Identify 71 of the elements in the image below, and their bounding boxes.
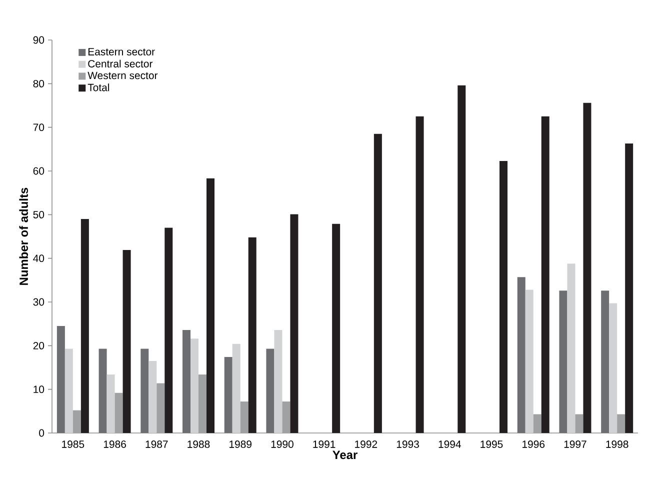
bar — [148, 360, 157, 433]
x-tick-label: 1996 — [522, 440, 545, 448]
bar — [541, 116, 550, 433]
y-tick-label: 40 — [33, 254, 44, 262]
bar — [617, 414, 626, 433]
bar — [559, 290, 568, 433]
y-tick-label: 30 — [33, 298, 44, 306]
y-tick-label: 80 — [33, 80, 44, 88]
bar — [625, 143, 634, 433]
bar — [517, 277, 526, 433]
x-tick-label: 1989 — [230, 440, 252, 448]
x-tick-label: 1997 — [564, 440, 586, 448]
bar — [266, 348, 274, 433]
bar — [533, 414, 542, 433]
bar — [282, 402, 290, 433]
y-tick-label: 10 — [34, 386, 44, 394]
bar — [500, 160, 508, 433]
x-tick-label: 1995 — [480, 440, 503, 448]
bar — [601, 290, 610, 433]
bar — [80, 219, 89, 433]
x-tick-label: 1986 — [104, 440, 126, 448]
bar — [374, 134, 382, 433]
y-tick-label: 20 — [33, 342, 44, 350]
bar — [458, 85, 466, 433]
bar — [156, 383, 165, 433]
legend-label: Central sector — [88, 60, 153, 68]
bar — [140, 348, 149, 433]
y-tick-label: 90 — [33, 36, 44, 44]
bar — [72, 410, 81, 433]
bar — [332, 224, 340, 433]
bar — [114, 392, 123, 433]
bar — [525, 290, 534, 433]
bar — [416, 116, 424, 433]
y-tick-label: 0 — [39, 429, 44, 437]
bar — [122, 250, 131, 433]
bar — [190, 338, 198, 433]
bar — [575, 414, 584, 433]
bar — [206, 178, 214, 433]
bar — [232, 344, 240, 433]
bar — [274, 330, 282, 433]
y-tick-label: 60 — [33, 167, 44, 175]
bar — [106, 374, 115, 433]
bar — [240, 402, 248, 433]
legend-label: Western sector — [88, 72, 158, 80]
bar — [224, 357, 232, 433]
bar — [567, 264, 576, 433]
x-tick-label: 1991 — [313, 440, 336, 448]
y-tick-label: 50 — [33, 210, 44, 218]
y-tick-label: 70 — [33, 124, 44, 132]
bar — [56, 326, 65, 433]
x-tick-label: 1998 — [606, 440, 628, 448]
bar — [198, 374, 206, 433]
legend-label: Total — [88, 84, 110, 92]
x-tick-label: 1994 — [438, 440, 461, 448]
y-axis-title: Number of adults — [19, 188, 28, 285]
x-axis-title: Year — [332, 450, 358, 460]
x-tick-label: 1985 — [62, 440, 84, 448]
bar — [98, 348, 107, 433]
bar — [290, 214, 298, 433]
legend-label: Eastern sector — [88, 48, 155, 56]
bar — [182, 330, 190, 433]
bar — [164, 228, 173, 433]
x-tick-label: 1987 — [146, 440, 168, 448]
x-tick-label: 1992 — [355, 440, 378, 448]
bar — [609, 303, 618, 433]
bar — [64, 348, 73, 433]
x-tick-label: 1993 — [396, 440, 419, 448]
x-tick-label: 1990 — [271, 440, 294, 448]
x-tick-label: 1988 — [188, 440, 210, 448]
bar — [583, 102, 592, 433]
bar — [248, 237, 256, 433]
